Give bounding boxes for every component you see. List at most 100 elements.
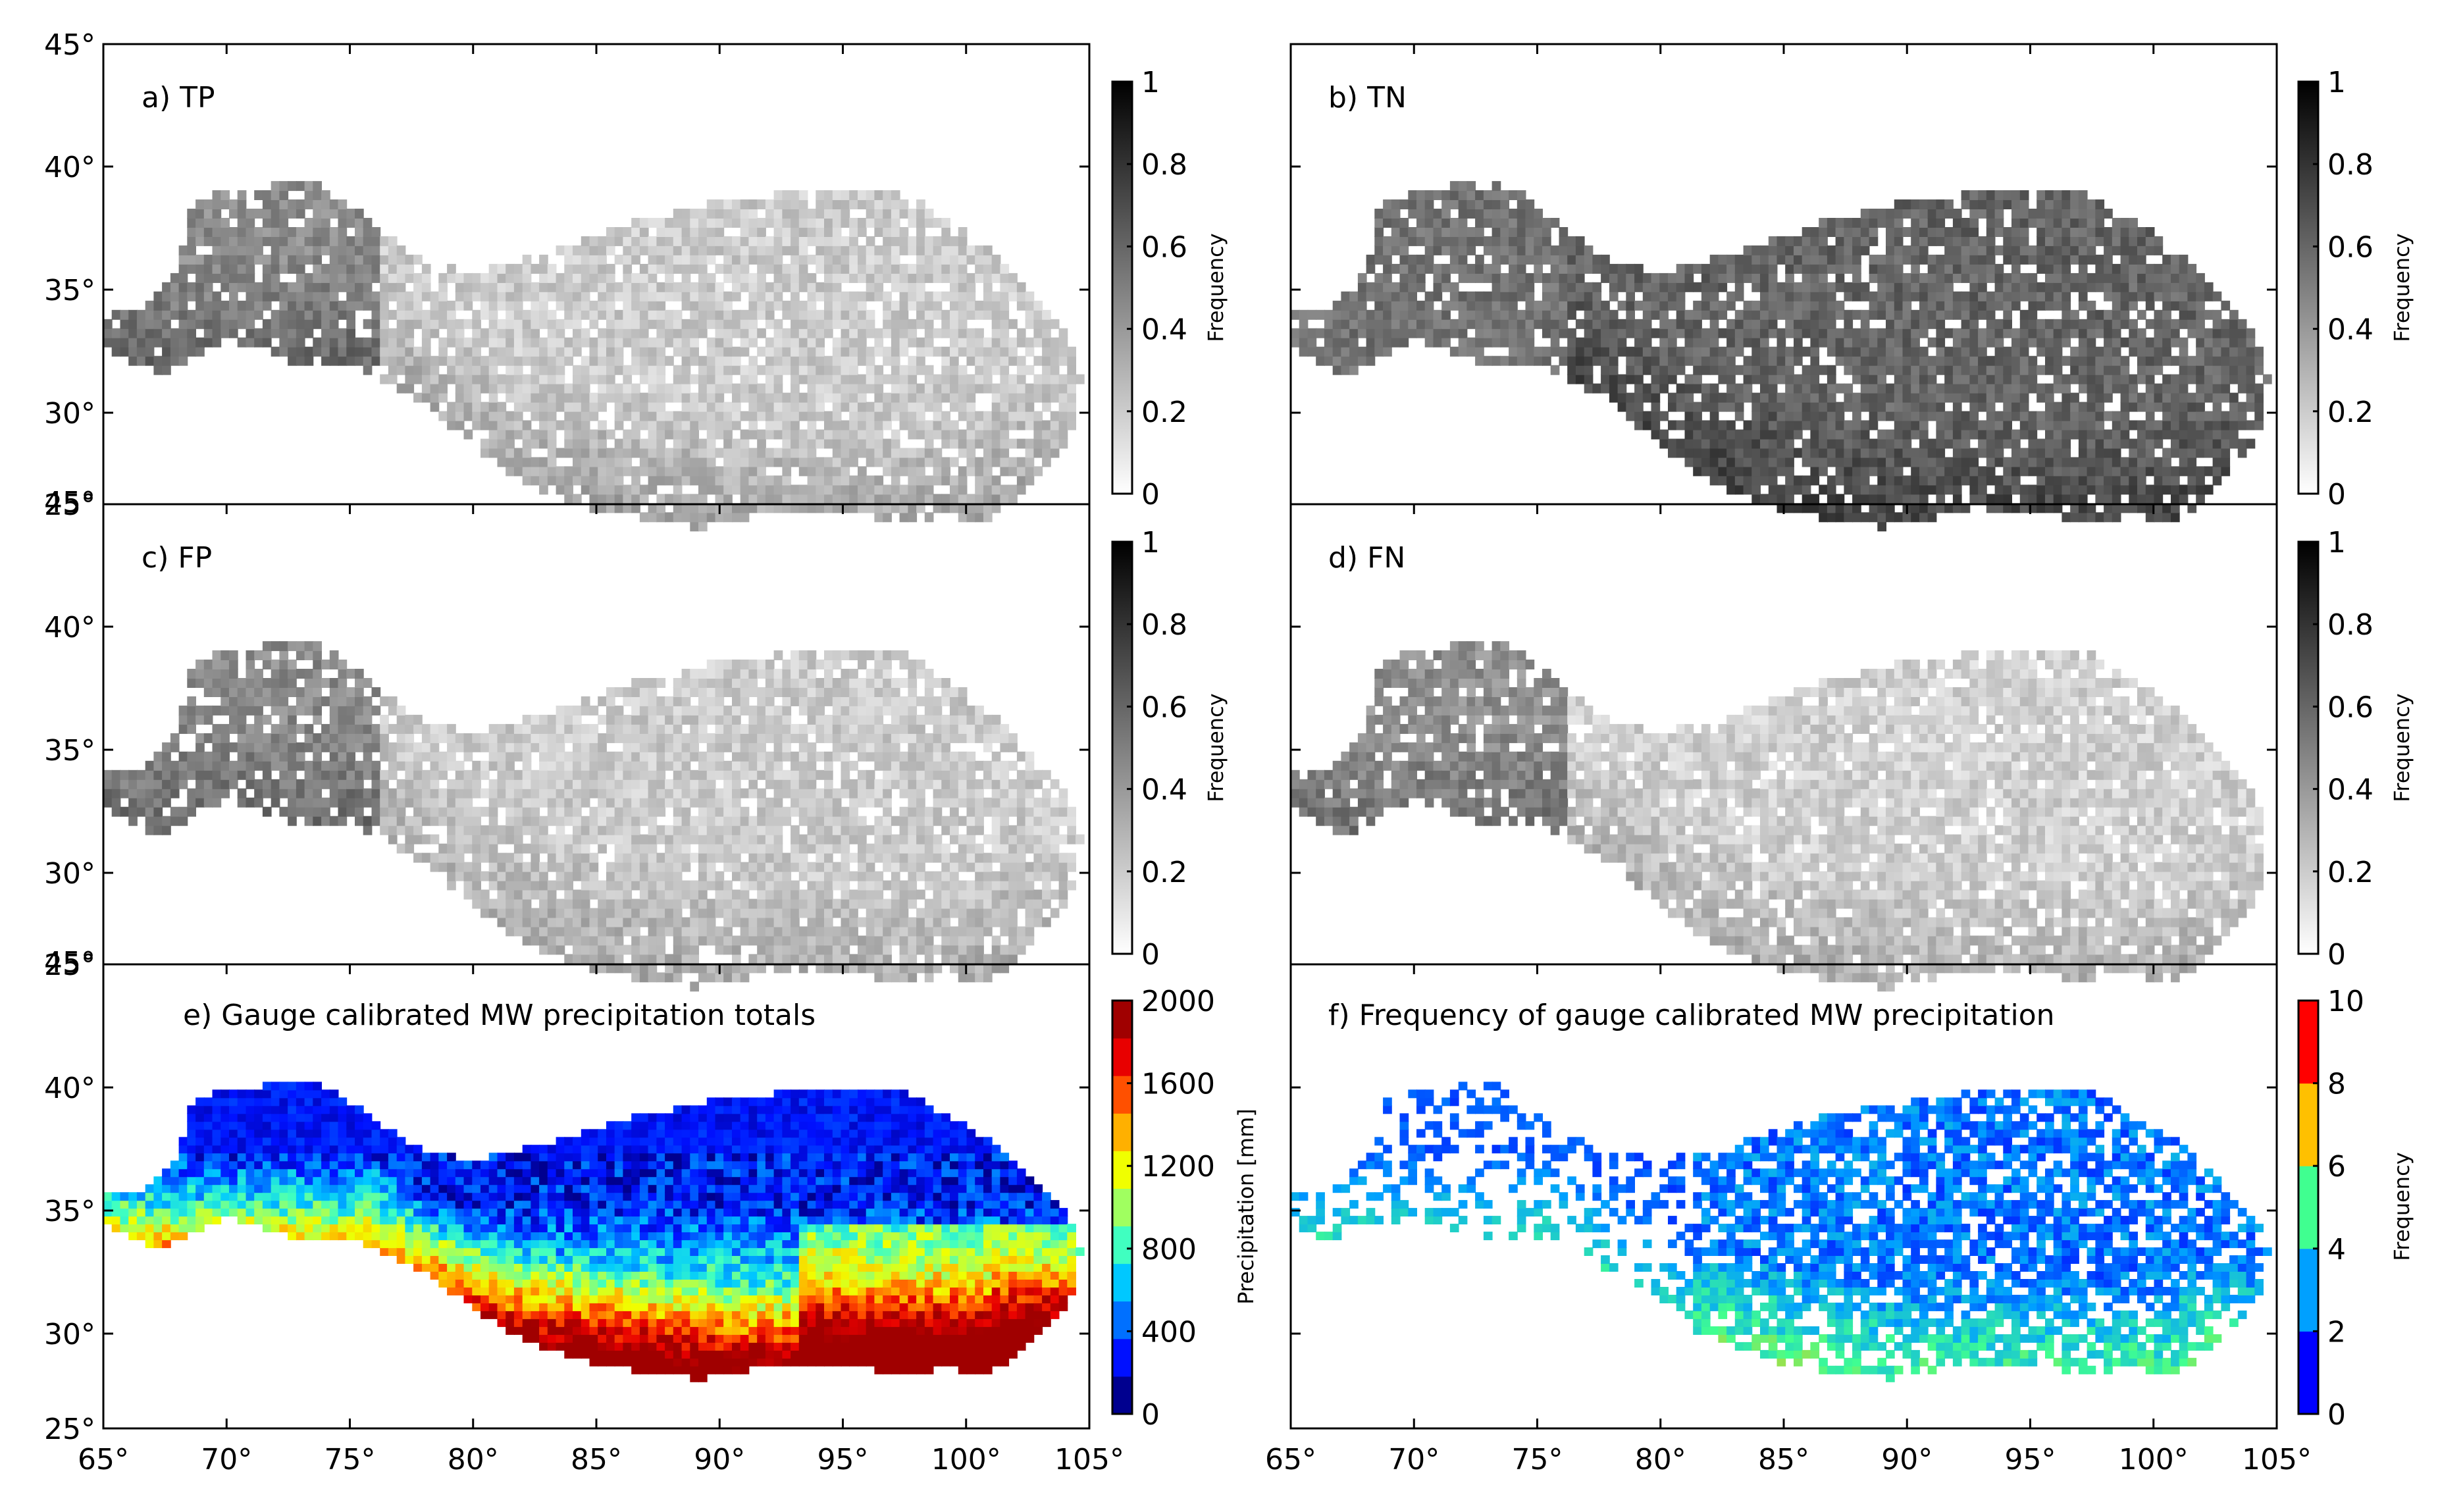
cell bbox=[1911, 429, 1920, 440]
cell bbox=[958, 309, 968, 320]
cell bbox=[782, 346, 792, 357]
cell bbox=[1567, 300, 1576, 311]
cell bbox=[170, 816, 180, 826]
cell bbox=[2129, 337, 2138, 348]
cell bbox=[288, 254, 297, 265]
cell bbox=[1575, 374, 1585, 384]
cell bbox=[2112, 475, 2121, 486]
cell bbox=[1042, 438, 1051, 449]
cell bbox=[237, 245, 247, 255]
cell bbox=[1760, 273, 1769, 283]
cell bbox=[488, 402, 498, 412]
cell bbox=[899, 263, 909, 274]
cell bbox=[715, 218, 725, 228]
cell bbox=[1978, 374, 1987, 384]
cell bbox=[1860, 475, 1870, 486]
cell bbox=[782, 209, 792, 219]
cell bbox=[966, 346, 976, 357]
cell bbox=[1676, 282, 1686, 292]
cell bbox=[1927, 438, 1937, 449]
cell bbox=[556, 319, 565, 329]
cell bbox=[2145, 236, 2155, 246]
cell bbox=[950, 236, 959, 246]
cell bbox=[2087, 328, 2096, 338]
cell bbox=[2187, 282, 2197, 292]
cell bbox=[1810, 245, 1820, 255]
cell bbox=[1433, 218, 1443, 228]
cell bbox=[2129, 254, 2138, 265]
cell bbox=[2053, 190, 2063, 200]
cell bbox=[2053, 282, 2063, 292]
cell bbox=[279, 319, 289, 329]
cell bbox=[1058, 337, 1068, 348]
cell bbox=[639, 420, 649, 430]
cell bbox=[1852, 309, 1861, 320]
cell bbox=[2095, 438, 2105, 449]
cell bbox=[631, 319, 640, 329]
cell bbox=[791, 402, 800, 412]
cell bbox=[1016, 355, 1026, 366]
cell bbox=[1902, 484, 1912, 495]
cell bbox=[606, 273, 615, 283]
cell bbox=[757, 402, 766, 412]
cell bbox=[1491, 337, 1501, 348]
cell bbox=[1642, 282, 1652, 292]
cell bbox=[1483, 236, 1493, 246]
cell bbox=[1483, 319, 1493, 329]
cell bbox=[313, 273, 322, 283]
cell bbox=[1894, 438, 1904, 449]
cell bbox=[1743, 300, 1753, 311]
cell bbox=[338, 300, 348, 311]
cell bbox=[313, 199, 322, 209]
cell bbox=[623, 245, 633, 255]
cell bbox=[757, 411, 766, 421]
cell bbox=[1517, 337, 1526, 348]
cell bbox=[1684, 328, 1694, 338]
cell bbox=[1475, 309, 1484, 320]
cell bbox=[1952, 346, 1962, 357]
cell bbox=[874, 484, 884, 495]
cell bbox=[2112, 227, 2121, 237]
cell bbox=[136, 806, 146, 817]
cell bbox=[1869, 411, 1879, 421]
cell bbox=[841, 254, 850, 265]
cell bbox=[1860, 494, 1870, 504]
cell bbox=[1609, 273, 1619, 283]
cell bbox=[798, 236, 808, 246]
cell bbox=[1835, 512, 1845, 523]
cell bbox=[2162, 328, 2171, 338]
cell bbox=[220, 236, 230, 246]
cell bbox=[2246, 328, 2256, 338]
cell bbox=[1978, 484, 1987, 495]
cell bbox=[2011, 402, 2021, 412]
cell bbox=[203, 319, 213, 329]
cell bbox=[162, 328, 171, 338]
cell bbox=[1642, 300, 1652, 311]
cell bbox=[220, 199, 230, 209]
cell bbox=[1978, 236, 1987, 246]
cell bbox=[698, 484, 708, 495]
cell bbox=[1994, 300, 2004, 311]
cell bbox=[162, 797, 171, 808]
cell bbox=[1033, 411, 1043, 421]
cell bbox=[916, 494, 925, 504]
cell bbox=[2070, 245, 2079, 255]
cell bbox=[1944, 392, 1954, 403]
cell bbox=[673, 484, 683, 495]
cell bbox=[631, 484, 640, 495]
cell bbox=[1969, 245, 1979, 255]
cell bbox=[916, 337, 925, 348]
cell bbox=[891, 218, 900, 228]
cell bbox=[958, 429, 968, 440]
cell bbox=[791, 457, 800, 467]
cell bbox=[430, 392, 440, 403]
cell bbox=[321, 309, 330, 320]
cell bbox=[773, 420, 783, 430]
cell bbox=[1860, 392, 1870, 403]
cell bbox=[899, 457, 909, 467]
cell bbox=[2129, 300, 2138, 311]
cell bbox=[598, 429, 607, 440]
cell bbox=[581, 365, 590, 375]
cell bbox=[614, 337, 624, 348]
cell bbox=[765, 392, 775, 403]
